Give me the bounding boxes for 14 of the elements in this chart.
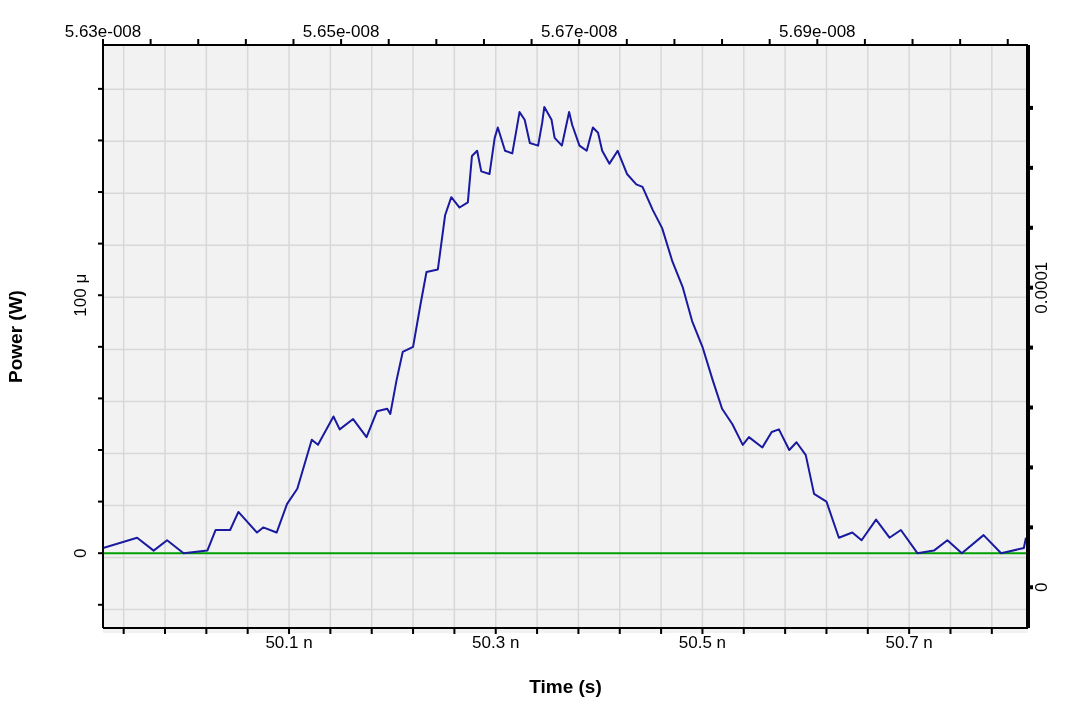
y2-tick-label: 0 bbox=[1032, 582, 1051, 592]
line-series bbox=[103, 105, 1027, 555]
x-tick-label: 50.5 n bbox=[678, 633, 727, 653]
x-tick-label: 50.1 n bbox=[265, 633, 313, 653]
x-axis-title: Time (s) bbox=[529, 676, 602, 697]
y-axis-title: Power (W) bbox=[4, 290, 26, 383]
x2-tick-label: 5.63e-008 bbox=[64, 22, 142, 41]
y-tick-label: 100 μ bbox=[71, 273, 90, 317]
x2-tick-label: 5.65e-008 bbox=[302, 22, 380, 41]
x-tick-label: 50.3 n bbox=[472, 633, 520, 653]
x2-tick-label: 5.67e-008 bbox=[540, 22, 618, 41]
y2-tick-label: 0.0001 bbox=[1032, 261, 1051, 314]
x2-tick-label: 5.69e-008 bbox=[779, 22, 856, 41]
x-tick-label: 50.7 n bbox=[885, 633, 933, 653]
